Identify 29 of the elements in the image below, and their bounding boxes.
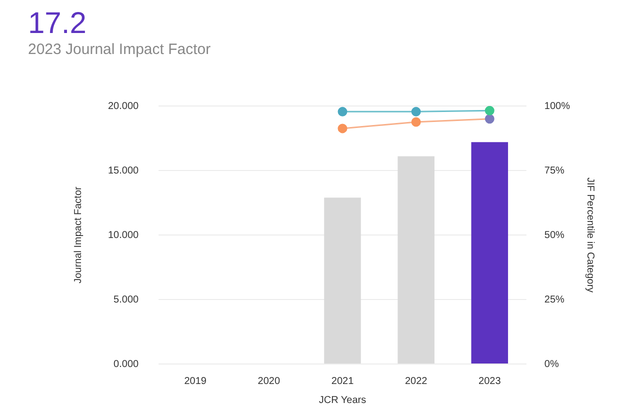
bar [398,156,434,364]
chart-title: 17.2 [28,7,88,40]
chart-subtitle: 2023 Journal Impact Factor [28,40,212,60]
y-tick-label: 0.000 [114,358,140,370]
point [338,106,348,116]
y2-axis-title: JIF Percentile in Category [584,177,596,293]
y2-tick-label: 75% [544,165,565,176]
y2-tick-label: 100% [544,100,570,112]
y-tick-label: 15.000 [108,165,140,176]
y-axis-title: Journal Impact Factor [72,186,84,284]
point [411,117,421,127]
y-tick-label: 10.000 [108,230,140,241]
x-tick-label: 2021 [331,376,354,387]
point [411,106,421,116]
x-tick-label: 2023 [478,376,502,387]
y2-tick-label: 25% [544,294,565,306]
y2-tick-label: 50% [544,230,565,241]
x-axis-title: JCR Years [318,394,366,406]
y-tick-label: 20.000 [108,100,140,112]
y2-tick-label: 0% [544,358,559,370]
y-tick-label: 5.000 [114,294,140,306]
x-tick-label: 2019 [184,376,207,387]
x-tick-label: 2020 [258,376,280,387]
point [338,124,348,134]
bar [471,142,508,364]
bar [324,198,361,364]
point [484,114,494,124]
x-tick-label: 2022 [404,376,428,387]
point [484,106,494,116]
